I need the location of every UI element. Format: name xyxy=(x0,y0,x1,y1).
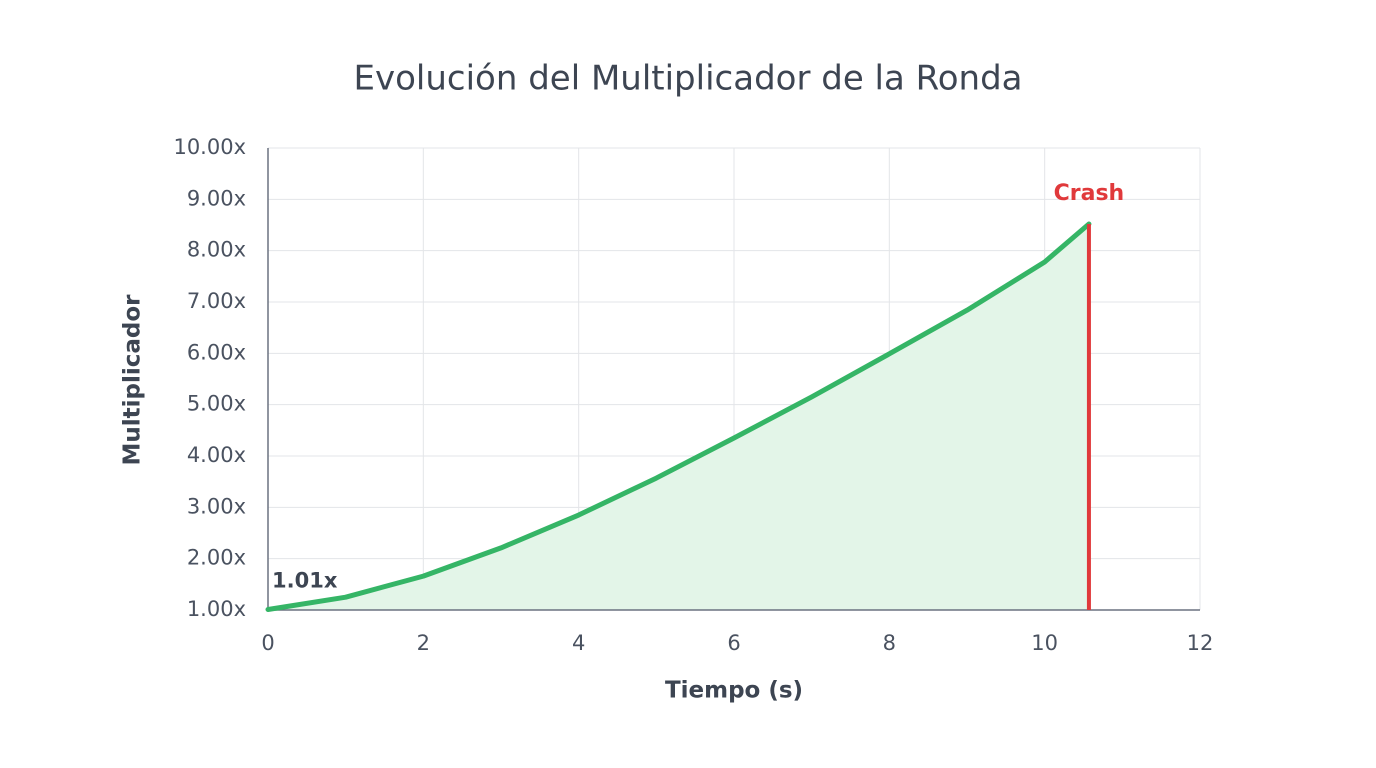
area xyxy=(268,223,1089,610)
y-tick-label: 4.00x xyxy=(187,443,246,467)
x-tick-label: 12 xyxy=(1187,631,1214,655)
y-axis-label: Multiplicador xyxy=(120,294,146,466)
x-tick-label: 8 xyxy=(883,631,896,655)
x-tick-label: 10 xyxy=(1031,631,1058,655)
x-axis-label: Tiempo (s) xyxy=(665,678,803,704)
y-tick-label: 2.00x xyxy=(187,546,246,570)
x-tick-label: 0 xyxy=(261,631,274,655)
data-label: 1.01x xyxy=(272,568,338,592)
y-tick-label: 10.00x xyxy=(173,135,246,159)
y-tick-label: 5.00x xyxy=(187,392,246,416)
y-tick-label: 8.00x xyxy=(187,238,246,262)
crash-label: Crash xyxy=(1054,181,1125,206)
x-tick-label: 6 xyxy=(727,631,740,655)
y-tick-label: 6.00x xyxy=(187,340,246,364)
y-tick-label: 9.00x xyxy=(187,186,246,210)
chart-title: Evolución del Multiplicador de la Ronda xyxy=(354,59,1023,99)
y-tick-label: 7.00x xyxy=(187,289,246,313)
line xyxy=(265,221,1092,612)
y-tick-label: 3.00x xyxy=(187,494,246,518)
x-tick-label: 2 xyxy=(417,631,430,655)
x-tick-label: 4 xyxy=(572,631,585,655)
y-tick-label: 1.00x xyxy=(187,597,246,621)
